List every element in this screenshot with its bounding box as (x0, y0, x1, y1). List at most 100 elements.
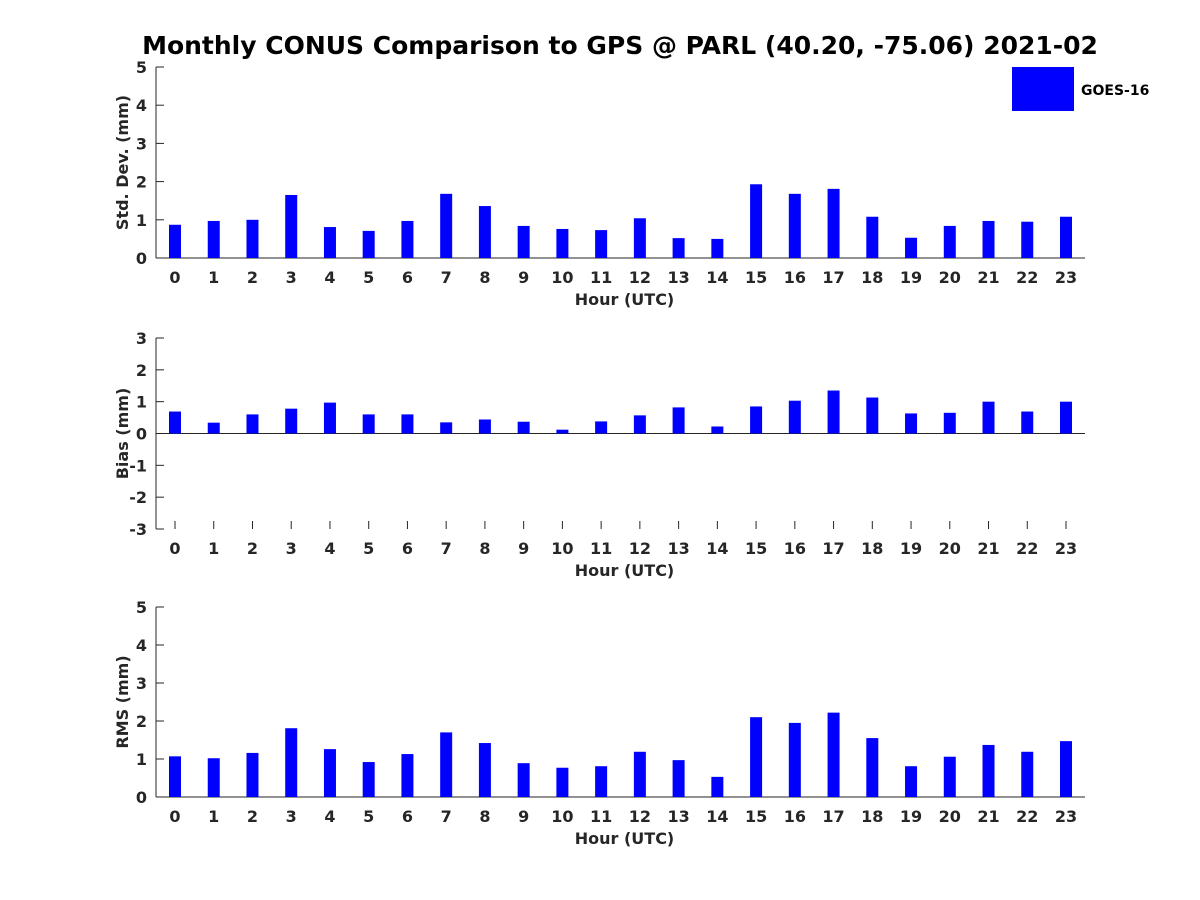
x-tick-label: 7 (441, 539, 452, 558)
bar-hour-13 (672, 238, 685, 258)
bar-hour-15 (750, 717, 763, 797)
x-tick-label: 12 (629, 539, 651, 558)
bar-hour-1 (207, 422, 220, 434)
x-tick-label: 15 (745, 807, 767, 826)
bar-hour-11 (595, 230, 608, 258)
bar-hour-20 (943, 412, 956, 434)
x-tick-label: 18 (861, 268, 883, 287)
x-tick-label: 18 (861, 807, 883, 826)
x-tick-label: 17 (822, 539, 844, 558)
bar-hour-4 (323, 749, 336, 797)
x-tick-label: 16 (784, 539, 806, 558)
x-tick-label: 17 (822, 268, 844, 287)
bar-hour-22 (1021, 221, 1034, 258)
x-tick-label: 16 (784, 268, 806, 287)
bar-hour-8 (478, 419, 491, 434)
bar-hour-17 (827, 188, 840, 258)
bar-hour-11 (595, 766, 608, 797)
bar-hour-12 (633, 218, 646, 258)
x-tick-label: 5 (363, 268, 374, 287)
x-tick-label: 11 (590, 807, 612, 826)
x-tick-label: 2 (247, 268, 258, 287)
x-tick-label: 10 (551, 268, 573, 287)
bar-hour-5 (362, 230, 375, 258)
x-tick-label: 21 (977, 807, 999, 826)
bar-hour-19 (905, 766, 918, 797)
x-tick-label: 10 (551, 807, 573, 826)
bar-hour-16 (788, 722, 801, 797)
bar-hour-9 (517, 763, 530, 797)
y-tick-label: 3 (136, 329, 147, 348)
x-tick-label: 15 (745, 539, 767, 558)
bar-hour-16 (788, 193, 801, 258)
y-tick-label: 4 (136, 636, 147, 655)
y-tick-label: 2 (136, 712, 147, 731)
bar-hour-2 (246, 219, 259, 258)
legend-swatch (1012, 67, 1074, 111)
y-tick-label: 1 (136, 211, 147, 230)
x-tick-label: 19 (900, 539, 922, 558)
legend: GOES-16 (1012, 67, 1149, 111)
bar-hour-19 (905, 237, 918, 258)
bar-hour-5 (362, 762, 375, 797)
bar-hour-23 (1060, 216, 1072, 258)
legend-label: GOES-16 (1081, 83, 1149, 99)
bar-hour-17 (827, 390, 840, 434)
x-tick-label: 17 (822, 807, 844, 826)
x-tick-label: 9 (518, 268, 529, 287)
y-axis-label: RMS (mm) (113, 655, 132, 748)
x-tick-label: 1 (208, 807, 219, 826)
bar-hour-4 (323, 402, 336, 434)
bar-hour-0 (169, 756, 181, 797)
y-tick-label: 3 (136, 134, 147, 153)
x-tick-label: 21 (977, 539, 999, 558)
bar-hour-14 (711, 426, 724, 434)
bar-hour-12 (633, 751, 646, 797)
x-tick-label: 11 (590, 539, 612, 558)
x-tick-label: 11 (590, 268, 612, 287)
bar-hour-3 (285, 194, 298, 258)
x-tick-label: 8 (479, 539, 490, 558)
x-tick-label: 20 (939, 539, 961, 558)
bar-hour-23 (1060, 741, 1072, 797)
x-tick-label: 2 (247, 807, 258, 826)
bar-hour-9 (517, 225, 530, 258)
x-tick-label: 3 (286, 268, 297, 287)
y-tick-label: 1 (136, 750, 147, 769)
x-tick-label: 13 (667, 268, 689, 287)
bar-hour-15 (750, 406, 763, 434)
bar-hour-4 (323, 227, 336, 258)
bar-hour-22 (1021, 751, 1034, 797)
x-tick-label: 6 (402, 539, 413, 558)
bar-hour-13 (672, 760, 685, 797)
x-tick-label: 3 (286, 807, 297, 826)
x-tick-label: 13 (667, 807, 689, 826)
x-tick-label: 0 (169, 539, 180, 558)
x-axis-label: Hour (UTC) (575, 290, 675, 309)
x-tick-label: 16 (784, 807, 806, 826)
bar-hour-6 (401, 220, 414, 258)
x-tick-label: 10 (551, 539, 573, 558)
y-tick-label: 0 (136, 788, 147, 807)
y-tick-label: 1 (136, 393, 147, 412)
x-tick-label: 3 (286, 539, 297, 558)
bar-hour-22 (1021, 411, 1034, 434)
y-axis-label: Bias (mm) (113, 388, 132, 480)
x-tick-label: 14 (706, 268, 728, 287)
y-tick-label: 5 (136, 58, 147, 77)
bar-hour-21 (982, 220, 995, 258)
x-tick-label: 2 (247, 539, 258, 558)
bar-hour-10 (556, 228, 569, 258)
x-tick-label: 6 (402, 807, 413, 826)
chart-title: Monthly CONUS Comparison to GPS @ PARL (… (142, 31, 1098, 60)
y-tick-label: -2 (129, 488, 147, 507)
bar-hour-14 (711, 776, 724, 797)
bar-hour-21 (982, 401, 995, 434)
x-tick-label: 1 (208, 268, 219, 287)
x-tick-label: 23 (1055, 539, 1077, 558)
x-tick-label: 0 (169, 268, 180, 287)
x-tick-label: 9 (518, 807, 529, 826)
